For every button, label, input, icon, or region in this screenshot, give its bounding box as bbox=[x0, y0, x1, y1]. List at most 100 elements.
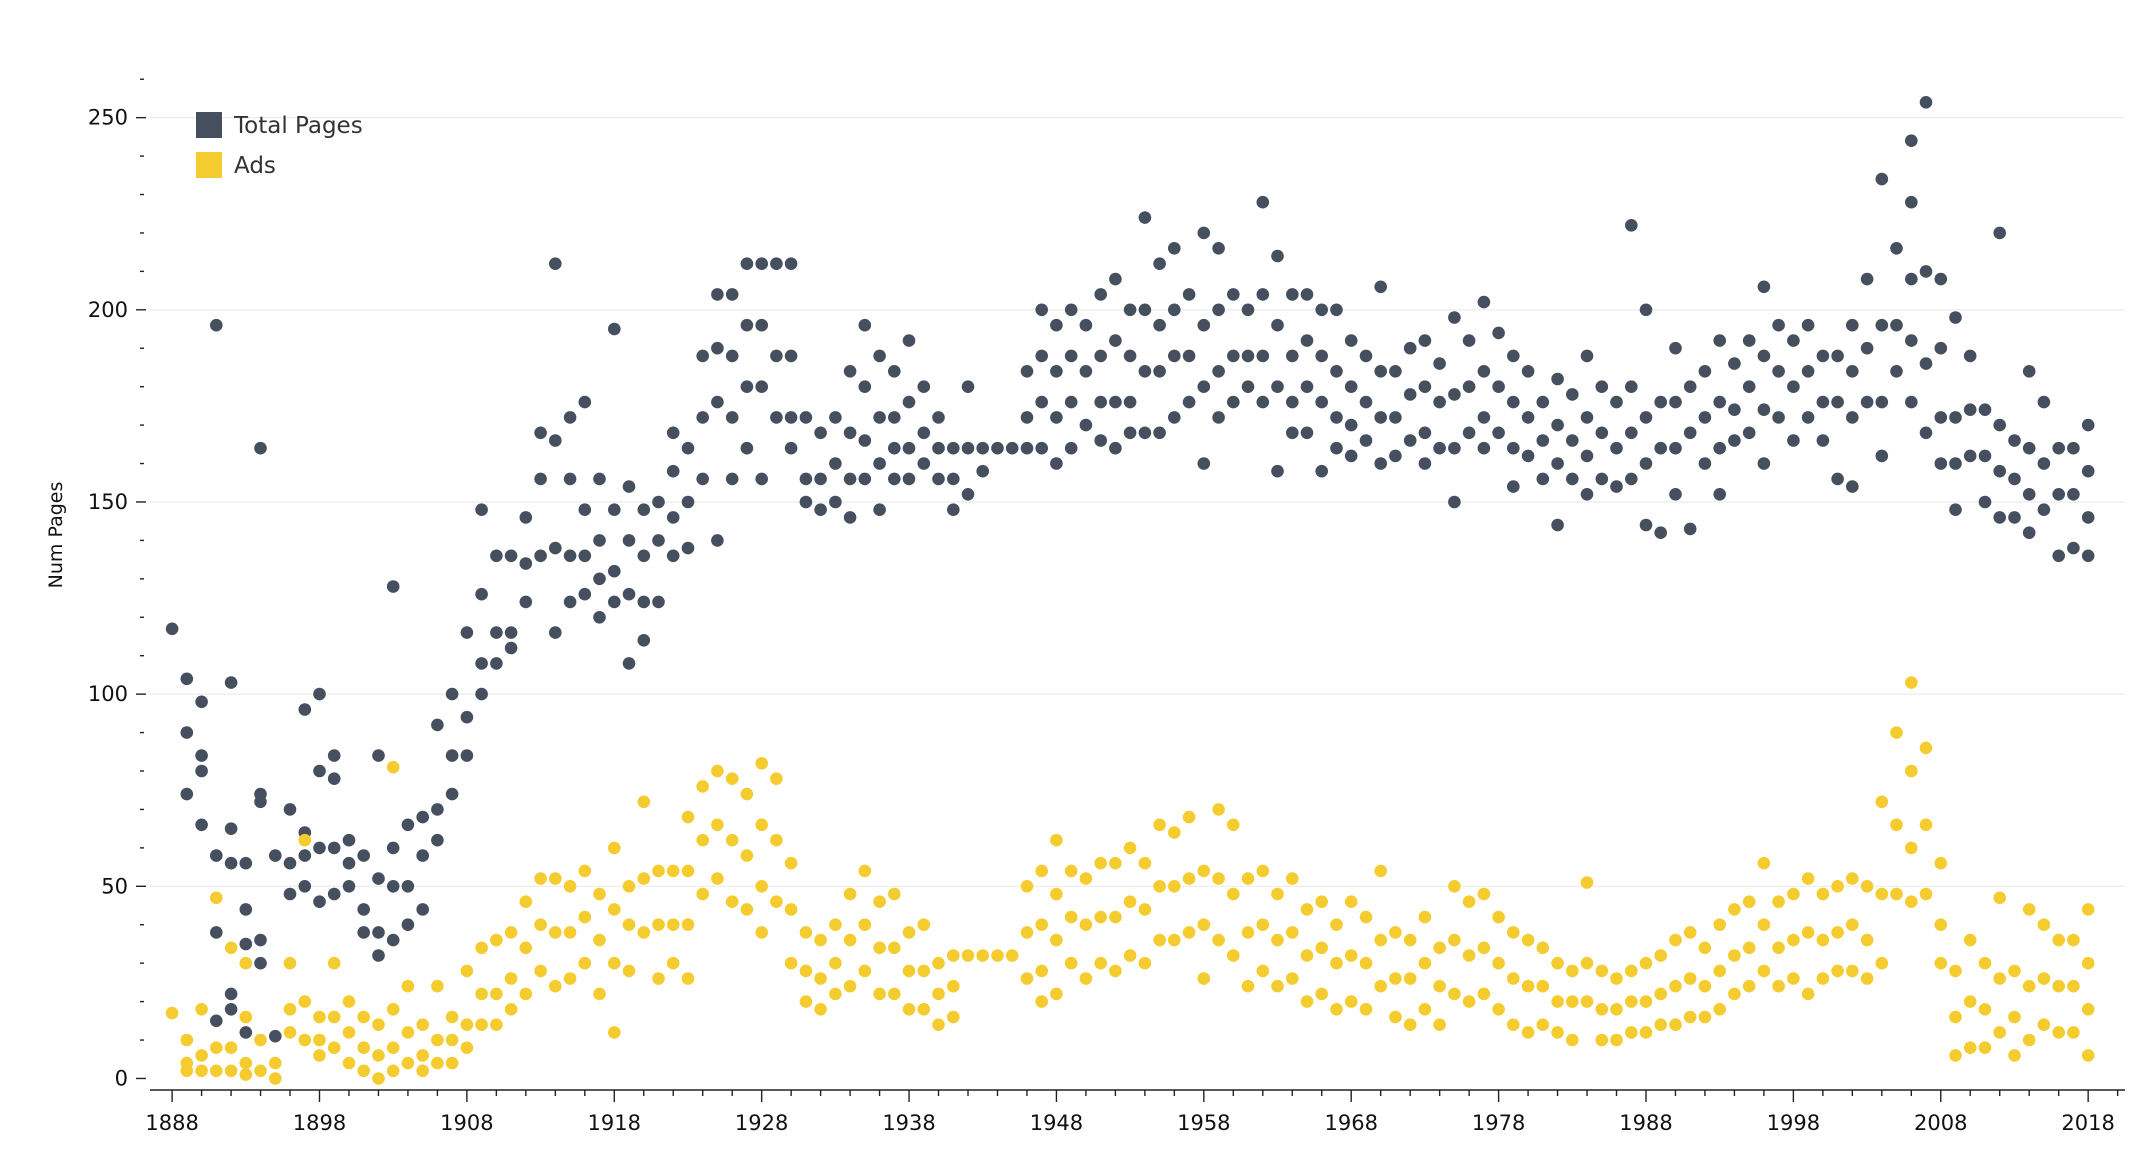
ads-point bbox=[1020, 972, 1034, 985]
ads-point bbox=[1757, 856, 1771, 870]
ads-point bbox=[1919, 887, 1933, 901]
total-pages-point bbox=[1389, 365, 1402, 378]
ads-point bbox=[1462, 949, 1476, 962]
ads-point bbox=[431, 1033, 444, 1047]
total-pages-point bbox=[224, 676, 238, 689]
ads-point bbox=[1551, 1026, 1564, 1039]
ads-point bbox=[549, 926, 562, 939]
total-pages-point bbox=[1330, 441, 1343, 455]
ads-point bbox=[1050, 887, 1063, 901]
ads-point bbox=[902, 1003, 916, 1016]
total-pages-point bbox=[888, 365, 901, 378]
ads-point bbox=[1448, 987, 1461, 1001]
ads-point bbox=[725, 895, 739, 908]
legend: Total Pages Ads bbox=[196, 112, 363, 179]
ads-point bbox=[1182, 926, 1196, 939]
total-pages-point bbox=[1227, 288, 1240, 301]
total-pages-point bbox=[1477, 441, 1491, 455]
ads-point bbox=[386, 1064, 400, 1078]
ads-point bbox=[254, 1064, 267, 1078]
ads-point bbox=[180, 1064, 194, 1078]
ads-point bbox=[2008, 1049, 2021, 1062]
ads-point bbox=[1212, 803, 1225, 816]
total-pages-point bbox=[1182, 288, 1196, 301]
total-pages-point bbox=[947, 441, 960, 455]
total-pages-point bbox=[1477, 365, 1491, 378]
total-pages-point bbox=[622, 480, 636, 493]
ads-point bbox=[224, 941, 238, 955]
total-pages-point bbox=[1050, 411, 1063, 424]
ads-point bbox=[696, 887, 709, 901]
total-pages-point bbox=[932, 411, 945, 424]
ads-point bbox=[1978, 1003, 1992, 1016]
ads-point bbox=[372, 1049, 385, 1062]
ads-point bbox=[932, 987, 945, 1001]
total-pages-point bbox=[1374, 280, 1387, 294]
ads-point bbox=[1728, 903, 1741, 916]
total-pages-point bbox=[814, 472, 827, 486]
ads-point bbox=[888, 987, 901, 1001]
ads-point bbox=[1801, 872, 1815, 885]
total-pages-point bbox=[519, 511, 533, 524]
total-pages-point bbox=[829, 411, 842, 424]
total-pages-point bbox=[1816, 349, 1830, 363]
total-pages-point bbox=[1050, 318, 1063, 332]
grid-layer bbox=[150, 117, 2125, 887]
total-pages-point bbox=[445, 787, 459, 801]
ads-point bbox=[1389, 1010, 1402, 1024]
total-pages-point bbox=[386, 933, 400, 947]
ads-point bbox=[1816, 933, 1830, 947]
ads-point bbox=[1138, 956, 1152, 970]
ads-point bbox=[445, 1010, 459, 1024]
total-pages-point bbox=[873, 457, 886, 470]
total-pages-point bbox=[1507, 395, 1520, 409]
total-pages-point bbox=[416, 810, 430, 824]
y-axis-title: Num Pages bbox=[45, 482, 67, 589]
ads-point bbox=[1831, 964, 1844, 978]
ads-point bbox=[239, 956, 253, 970]
ads-point bbox=[195, 1003, 208, 1016]
ads-point bbox=[1433, 979, 1446, 993]
total-pages-point bbox=[1521, 449, 1535, 463]
total-pages-point bbox=[1654, 441, 1667, 455]
total-pages-point bbox=[652, 534, 665, 547]
total-pages-point bbox=[1934, 272, 1948, 286]
total-pages-point bbox=[475, 687, 488, 701]
total-pages-point bbox=[1831, 395, 1844, 409]
total-pages-point bbox=[1801, 411, 1815, 424]
ads-point bbox=[1698, 1010, 1712, 1024]
ads-point bbox=[1020, 926, 1034, 939]
total-pages-point bbox=[1654, 526, 1667, 539]
ads-point bbox=[1610, 1003, 1623, 1016]
ads-point bbox=[1359, 1003, 1373, 1016]
total-pages-point bbox=[696, 472, 709, 486]
ads-point bbox=[1507, 1018, 1520, 1031]
total-pages-point bbox=[490, 657, 503, 670]
total-pages-point bbox=[1138, 211, 1152, 224]
total-pages-point bbox=[1035, 441, 1048, 455]
ads-point bbox=[1433, 941, 1446, 955]
total-pages-point bbox=[239, 903, 253, 916]
total-pages-point bbox=[2067, 441, 2080, 455]
ads-point bbox=[578, 864, 592, 878]
ads-point bbox=[2067, 1026, 2080, 1039]
ads-point bbox=[1197, 864, 1211, 878]
total-pages-point bbox=[563, 411, 577, 424]
total-pages-point bbox=[681, 495, 695, 509]
total-pages-point bbox=[1787, 334, 1800, 347]
total-pages-point bbox=[1094, 349, 1107, 363]
ads-point bbox=[357, 1064, 371, 1078]
ads-point bbox=[1860, 933, 1874, 947]
ads-point bbox=[1772, 979, 1785, 993]
total-pages-point bbox=[1182, 395, 1196, 409]
ads-point bbox=[622, 918, 636, 931]
ads-point bbox=[1492, 956, 1505, 970]
total-pages-point bbox=[873, 503, 886, 516]
ads-point bbox=[1035, 995, 1048, 1008]
total-pages-point bbox=[1079, 365, 1093, 378]
ads-point bbox=[1860, 972, 1874, 985]
total-pages-point bbox=[563, 595, 577, 609]
total-pages-point bbox=[431, 803, 444, 816]
total-pages-point bbox=[947, 503, 960, 516]
total-pages-point bbox=[372, 926, 385, 939]
